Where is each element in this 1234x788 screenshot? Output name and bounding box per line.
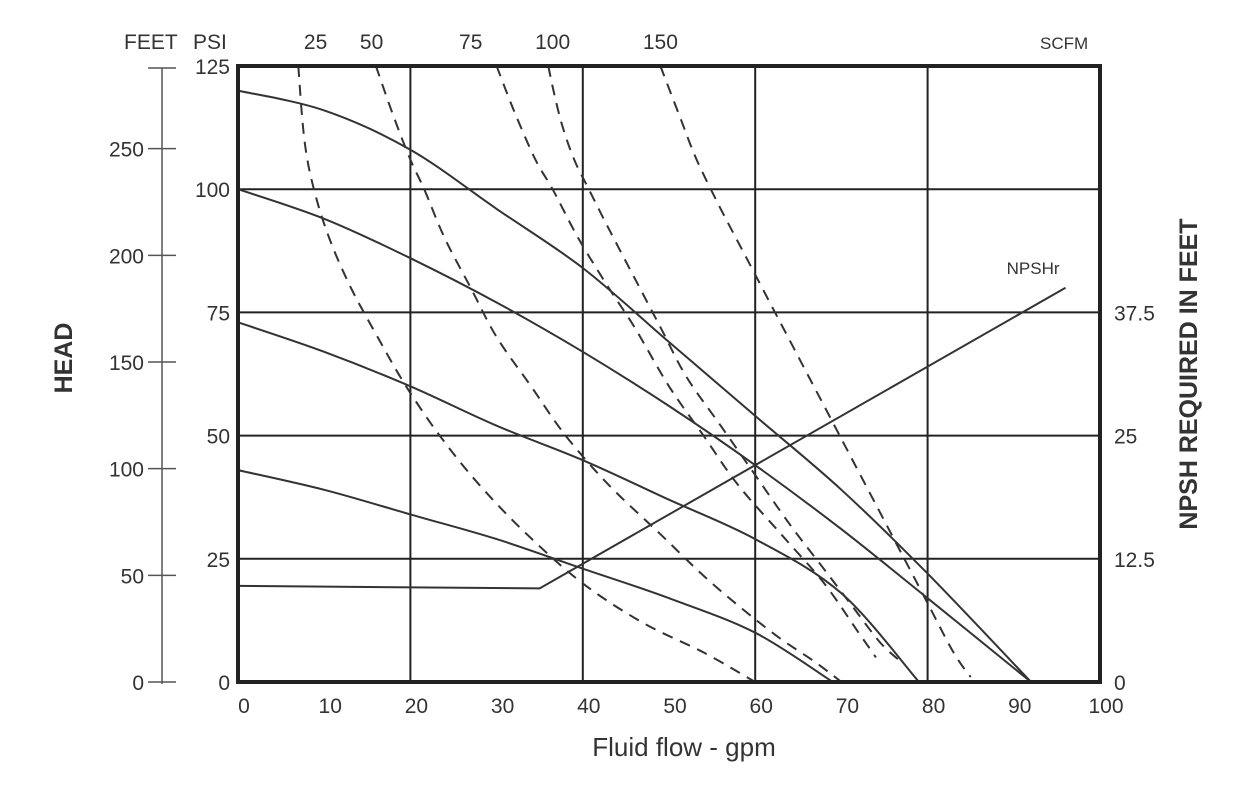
feet-tick-label: 250 bbox=[109, 139, 144, 162]
x-axis-title: Fluid flow - gpm bbox=[592, 732, 776, 762]
x-tick-label: 20 bbox=[405, 695, 428, 718]
head-curve-1 bbox=[237, 89, 1032, 683]
psi-tick-label: 50 bbox=[207, 426, 230, 449]
feet-tick-label: 100 bbox=[109, 459, 144, 482]
x-tick-label: 70 bbox=[836, 695, 859, 718]
x-tick-label: 10 bbox=[319, 695, 342, 718]
scfm-top-ticks: 25 50 75 100 150 bbox=[304, 31, 678, 54]
psi-axis-label: PSI bbox=[193, 31, 227, 54]
x-tick-label: 90 bbox=[1008, 695, 1031, 718]
scfm-curve-50 bbox=[374, 65, 843, 683]
x-tick-label: 30 bbox=[491, 695, 514, 718]
head-curve-2 bbox=[237, 188, 1032, 683]
npsh-tick-label: 12.5 bbox=[1114, 549, 1155, 572]
npsh-axis-ticks: 0 12.5 25 37.5 bbox=[1114, 302, 1155, 695]
x-tick-label: 60 bbox=[750, 695, 773, 718]
npsh-tick-label: 0 bbox=[1114, 672, 1126, 695]
scfm-curve-75 bbox=[495, 65, 877, 658]
npsh-axis-title: NPSH REQUIRED IN FEET bbox=[1175, 218, 1203, 529]
x-tick-label: 50 bbox=[663, 695, 686, 718]
scfm-curve-100 bbox=[547, 65, 903, 664]
psi-axis-ticks: 0 25 50 75 100 125 bbox=[195, 56, 230, 695]
x-tick-label: 40 bbox=[577, 695, 600, 718]
npsh-curve bbox=[237, 286, 1067, 590]
npsh-curve-group: NPSHr bbox=[237, 259, 1067, 590]
scfm-tick-label: 100 bbox=[535, 31, 570, 54]
feet-tick-label: 50 bbox=[121, 565, 144, 588]
npsh-tick-label: 37.5 bbox=[1114, 302, 1155, 325]
scfm-tick-label: 75 bbox=[459, 31, 482, 54]
psi-tick-label: 125 bbox=[195, 56, 230, 79]
scfm-tick-label: 25 bbox=[304, 31, 327, 54]
head-curves bbox=[237, 89, 1032, 683]
x-axis-ticks: 0 10 20 30 40 50 60 70 80 90 100 bbox=[238, 695, 1123, 718]
npsh-tick-label: 25 bbox=[1114, 426, 1137, 449]
scfm-tick-label: 150 bbox=[643, 31, 678, 54]
feet-axis: 0 50 100 150 200 250 bbox=[109, 67, 176, 695]
psi-tick-label: 0 bbox=[218, 672, 230, 695]
head-curve-3 bbox=[237, 321, 920, 683]
head-curve-4 bbox=[237, 469, 834, 683]
head-axis-title: HEAD bbox=[50, 323, 78, 394]
feet-tick-label: 150 bbox=[109, 352, 144, 375]
plot-frame bbox=[236, 64, 1102, 684]
scfm-tick-label: 50 bbox=[360, 31, 383, 54]
psi-tick-label: 100 bbox=[195, 179, 230, 202]
psi-tick-label: 25 bbox=[207, 549, 230, 572]
npsh-curve-label: NPSHr bbox=[1007, 259, 1060, 278]
feet-axis-label: FEET bbox=[124, 31, 178, 54]
scfm-curve-150 bbox=[659, 65, 972, 678]
feet-tick-label: 0 bbox=[132, 672, 144, 695]
grid-lines bbox=[238, 66, 1100, 682]
scfm-curve-25 bbox=[297, 65, 756, 683]
feet-tick-label: 200 bbox=[109, 245, 144, 268]
scfm-axis-label: SCFM bbox=[1040, 34, 1088, 53]
scfm-air-curves bbox=[297, 65, 972, 683]
x-tick-label: 80 bbox=[922, 695, 945, 718]
x-tick-label: 100 bbox=[1088, 695, 1123, 718]
x-tick-label: 0 bbox=[238, 695, 250, 718]
psi-tick-label: 75 bbox=[207, 302, 230, 325]
